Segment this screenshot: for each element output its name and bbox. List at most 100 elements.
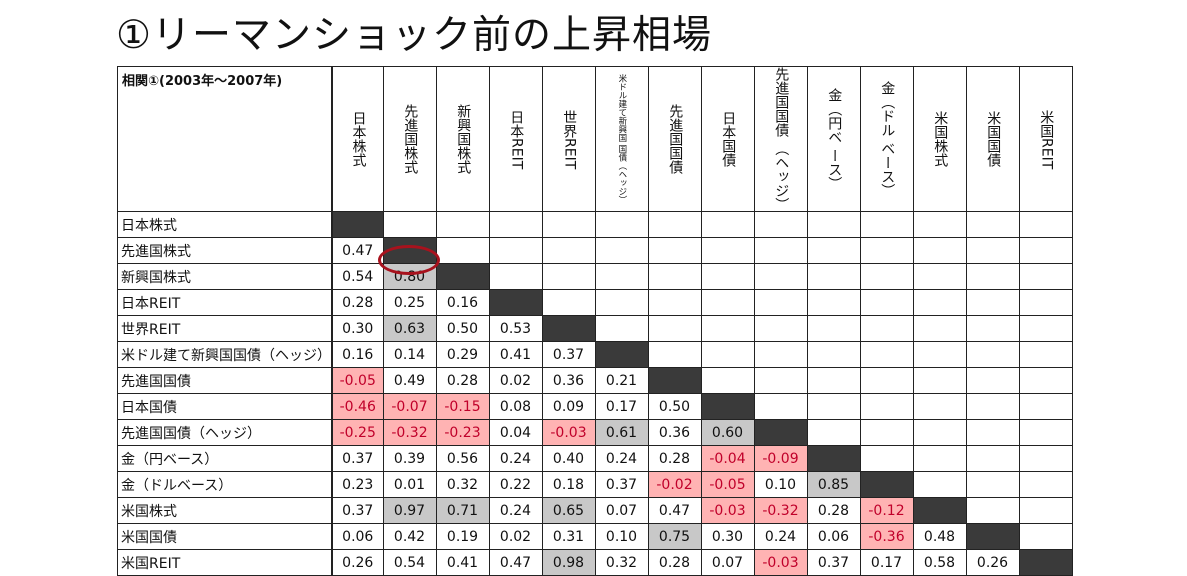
correlation-cell: 0.36 [647, 419, 702, 447]
diagonal-cell [1018, 549, 1073, 576]
column-header-label: 先進国国債 [667, 104, 684, 175]
empty-cell [753, 211, 808, 239]
table-row: 世界REIT 0.30 0.63 0.50 0.53 [117, 315, 1073, 343]
correlation-cell: 0.47 [488, 549, 543, 576]
row-label: 日本株式 [117, 211, 333, 239]
correlation-cell: 0.50 [435, 315, 490, 343]
page-title: ①リーマンショック前の上昇相場 [116, 13, 712, 58]
empty-cell [965, 315, 1020, 343]
row-label: 新興国株式 [117, 263, 333, 291]
column-header-label: 先進国国債 （ヘッジ） [773, 67, 790, 212]
correlation-cell: 0.21 [594, 367, 649, 395]
empty-cell [859, 237, 914, 265]
table-row: 日本REIT 0.28 0.25 0.16 [117, 289, 1073, 317]
correlation-cell: 0.80 [382, 263, 437, 291]
empty-cell [806, 237, 861, 265]
correlation-cell: -0.09 [753, 445, 808, 473]
column-header-label: 米国株式 [932, 111, 949, 168]
empty-cell [912, 341, 967, 369]
correlation-cell: 0.29 [435, 341, 490, 369]
column-header: 米国株式 [912, 65, 967, 213]
row-label: 日本REIT [117, 289, 333, 317]
empty-cell [1018, 289, 1073, 317]
correlation-cell: 0.17 [594, 393, 649, 421]
empty-cell [806, 419, 861, 447]
correlation-cell: 0.28 [435, 367, 490, 395]
correlation-cell: 0.16 [435, 289, 490, 317]
empty-cell [859, 445, 914, 473]
correlation-cell: 0.65 [541, 497, 596, 525]
correlation-cell: -0.05 [331, 367, 384, 395]
row-label: 米国REIT [117, 549, 333, 576]
correlation-cell: 0.39 [382, 445, 437, 473]
correlation-cell: 0.40 [541, 445, 596, 473]
correlation-cell: 0.22 [488, 471, 543, 499]
diagonal-cell [859, 471, 914, 499]
column-header: 日本REIT [488, 65, 543, 213]
empty-cell [594, 289, 649, 317]
empty-cell [1018, 471, 1073, 499]
correlation-cell: -0.46 [331, 393, 384, 421]
correlation-cell: -0.12 [859, 497, 914, 525]
table-row: 日本国債 -0.46 -0.07 -0.15 0.08 0.09 0.17 0.50 [117, 393, 1073, 421]
empty-cell [912, 289, 967, 317]
column-header-label: 日本株式 [350, 111, 367, 168]
empty-cell [965, 393, 1020, 421]
correlation-cell: 0.63 [382, 315, 437, 343]
empty-cell [806, 289, 861, 317]
empty-cell [700, 341, 755, 369]
correlation-cell: -0.32 [382, 419, 437, 447]
column-header: 米国国債 [965, 65, 1020, 213]
correlation-cell: 0.24 [594, 445, 649, 473]
column-header: 金（円ベ ース） [806, 65, 861, 213]
correlation-cell: 0.16 [331, 341, 384, 369]
correlation-cell: -0.36 [859, 523, 914, 551]
empty-cell [806, 367, 861, 395]
correlation-cell: 0.18 [541, 471, 596, 499]
correlation-cell: 0.49 [382, 367, 437, 395]
empty-cell [488, 237, 543, 265]
correlation-cell: 0.26 [965, 549, 1020, 576]
correlation-cell: 0.26 [331, 549, 384, 576]
column-header-label: 金（円ベ ース） [826, 88, 843, 191]
correlation-cell: -0.25 [331, 419, 384, 447]
row-label: 先進国国債 [117, 367, 333, 395]
correlation-cell: 0.37 [331, 445, 384, 473]
row-label: 米国株式 [117, 497, 333, 525]
correlation-cell: -0.32 [753, 497, 808, 525]
empty-cell [965, 367, 1020, 395]
correlation-cell: 0.28 [806, 497, 861, 525]
table-row: 新興国株式 0.54 0.80 [117, 263, 1073, 291]
correlation-cell: 0.98 [541, 549, 596, 576]
correlation-cell: 0.24 [488, 497, 543, 525]
empty-cell [806, 393, 861, 421]
correlation-cell: 0.24 [753, 523, 808, 551]
column-header-label: 先進国株式 [402, 104, 419, 175]
empty-cell [1018, 497, 1073, 525]
correlation-cell: 0.30 [700, 523, 755, 551]
correlation-cell: 0.30 [331, 315, 384, 343]
correlation-cell: 0.14 [382, 341, 437, 369]
table-row: 先進国国債 -0.05 0.49 0.28 0.02 0.36 0.21 [117, 367, 1073, 395]
column-header: 日本株式 [331, 65, 384, 213]
correlation-cell: 0.28 [647, 445, 702, 473]
correlation-cell: 0.53 [488, 315, 543, 343]
diagonal-cell [541, 315, 596, 343]
correlation-cell: -0.03 [541, 419, 596, 447]
empty-cell [912, 393, 967, 421]
empty-cell [859, 263, 914, 291]
empty-cell [753, 315, 808, 343]
empty-cell [1018, 315, 1073, 343]
empty-cell [912, 419, 967, 447]
empty-cell [1018, 263, 1073, 291]
empty-cell [859, 341, 914, 369]
correlation-table: 相関①(2003年～2007年) 日本株式 先進国株式 新興国株式 日本REIT 世界R… [117, 65, 1073, 576]
correlation-cell: 0.54 [382, 549, 437, 576]
empty-cell [965, 471, 1020, 499]
correlation-cell: 0.54 [331, 263, 384, 291]
empty-cell [647, 315, 702, 343]
column-header-label: 日本REIT [508, 109, 525, 169]
empty-cell [965, 289, 1020, 317]
empty-cell [859, 211, 914, 239]
diagonal-cell [965, 523, 1020, 551]
